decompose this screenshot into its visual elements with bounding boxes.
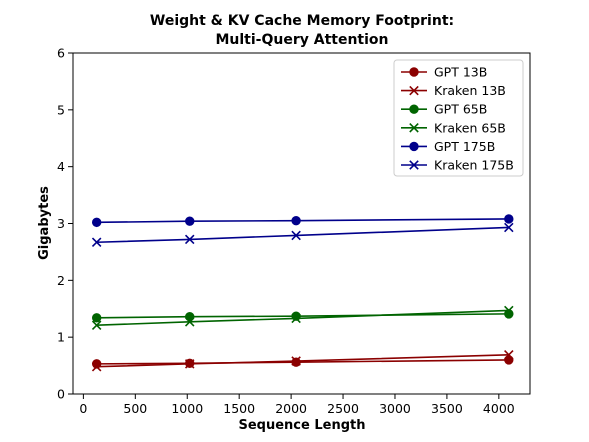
series-gpt-13b	[91, 355, 514, 369]
legend-marker-kraken-13b	[409, 85, 419, 96]
y-tick-label: 4	[57, 159, 65, 174]
data-point-kraken-13b	[91, 361, 102, 372]
series-gpt-175b	[91, 214, 514, 228]
x-axis-label: Sequence Length	[239, 418, 366, 433]
data-point-kraken-175b	[504, 222, 514, 233]
legend-item-gpt-175b: GPT 175B	[401, 139, 495, 154]
legend-item-gpt-65b: GPT 65B	[401, 102, 487, 117]
legend-item-kraken-65b: Kraken 65B	[401, 120, 506, 135]
data-point-kraken-175b	[91, 237, 102, 248]
legend-label: Kraken 13B	[434, 83, 506, 98]
legend: GPT 13B Kraken 13B GPT 65B Kraken 65B GPT 17…	[393, 59, 524, 177]
series-kraken-65b	[91, 305, 514, 330]
x-tick-label: 1000	[171, 401, 203, 416]
legend-label: Kraken 65B	[434, 120, 506, 135]
y-tick-label: 2	[57, 273, 65, 288]
legend-marker-kraken-175b	[409, 160, 419, 170]
data-point-kraken-13b	[291, 356, 301, 366]
data-point-kraken-65b	[504, 305, 514, 316]
chart-title-line2: Multi-Query Attention	[215, 32, 388, 48]
legend-marker-gpt-65b	[409, 104, 419, 114]
legend-marker-gpt-13b	[409, 67, 419, 77]
legend-item-kraken-13b: Kraken 13B	[401, 83, 506, 98]
x-tick-label: 0	[79, 401, 87, 416]
x-tick-label: 1500	[223, 401, 255, 416]
data-point-kraken-65b	[291, 313, 301, 324]
data-point-kraken-175b	[291, 230, 301, 241]
data-point-kraken-65b	[184, 317, 195, 327]
series-line-kraken-175b	[96, 226, 509, 244]
data-point-gpt-175b	[504, 214, 514, 224]
legend-label: GPT 13B	[434, 65, 487, 80]
series-line-gpt-175b	[96, 218, 509, 224]
y-tick-label: 6	[57, 46, 65, 61]
x-tick-label: 3500	[431, 401, 463, 416]
data-point-gpt-175b	[91, 217, 102, 228]
x-tick-label: 2000	[275, 401, 307, 416]
series-layer	[91, 214, 514, 372]
series-kraken-175b	[91, 222, 514, 248]
y-tick-label: 5	[57, 102, 65, 117]
y-tick-label: 3	[57, 216, 65, 231]
data-point-gpt-175b	[185, 216, 195, 226]
x-tick-label: 2500	[327, 401, 359, 416]
x-tick-label: 3000	[379, 401, 411, 416]
data-point-kraken-13b	[184, 359, 195, 369]
legend-marker-kraken-65b	[409, 123, 419, 133]
legend-item-kraken-175b: Kraken 175B	[401, 158, 514, 173]
legend-item-gpt-13b: GPT 13B	[401, 65, 487, 80]
x-tick-label: 500	[123, 401, 147, 416]
y-axis: 0 1 2 3 4 5 6	[57, 46, 73, 402]
data-point-kraken-13b	[504, 350, 514, 360]
y-axis-label: Gigabytes	[37, 186, 52, 260]
series-kraken-13b	[91, 350, 514, 372]
legend-label: GPT 175B	[434, 139, 495, 154]
series-line-kraken-13b	[96, 353, 509, 368]
legend-label: GPT 65B	[434, 102, 487, 117]
data-point-kraken-65b	[91, 320, 102, 330]
x-tick-label: 4000	[483, 401, 515, 416]
series-line-kraken-65b	[96, 309, 509, 327]
data-point-gpt-13b	[291, 357, 301, 367]
y-tick-label: 1	[57, 330, 65, 345]
series-line-gpt-65b	[96, 313, 509, 319]
legend-marker-gpt-175b	[409, 141, 419, 152]
data-point-kraken-175b	[184, 234, 195, 245]
chart-title-line1: Weight & KV Cache Memory Footprint:	[150, 13, 454, 29]
x-axis: 0 500 1000 1500 2000 2500 3000 3500 4000	[79, 394, 515, 416]
y-tick-label: 0	[57, 387, 65, 402]
data-point-gpt-175b	[291, 215, 301, 226]
series-gpt-65b	[91, 309, 514, 323]
legend-label: Kraken 175B	[434, 158, 514, 173]
data-point-gpt-65b	[91, 313, 102, 323]
